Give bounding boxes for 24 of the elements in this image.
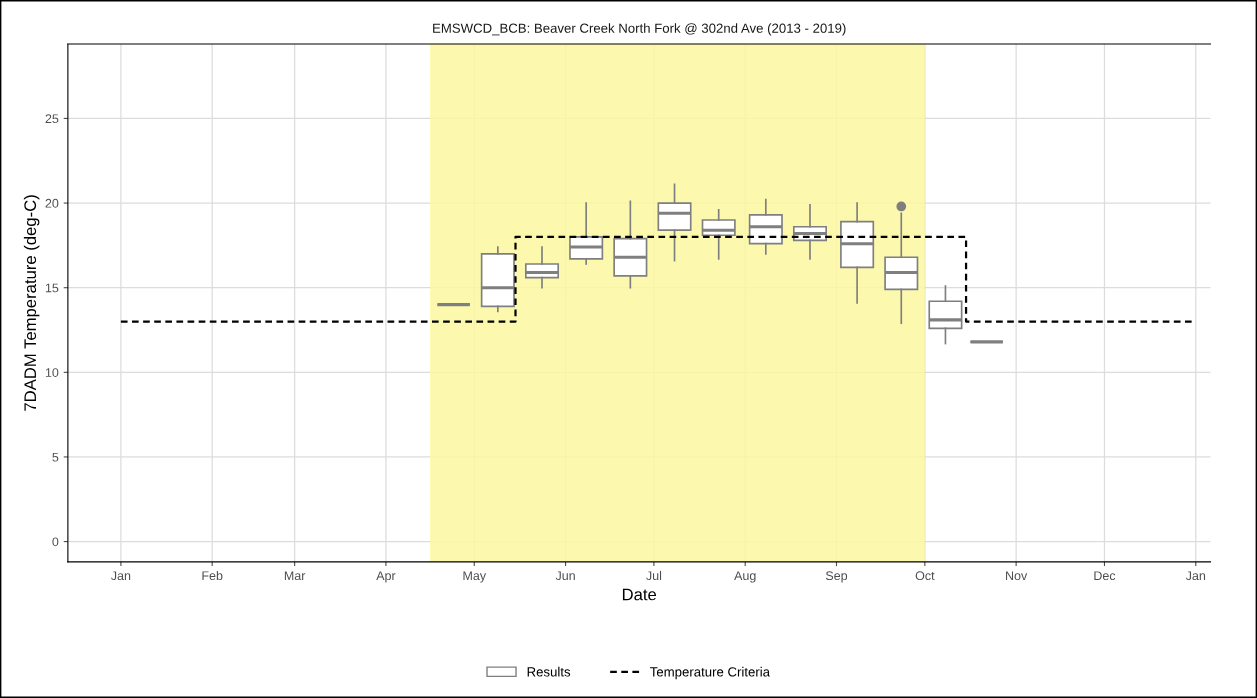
x-axis-title: Date	[622, 588, 657, 601]
legend-label: Results	[527, 666, 571, 677]
x-tick-label: Feb	[202, 570, 223, 581]
y-tick-label: 0	[52, 537, 59, 547]
x-tick-label: Jul	[646, 570, 662, 581]
y-tick-label: 15	[45, 283, 59, 293]
x-tick-label: Nov	[1006, 571, 1028, 581]
x-tick-label: Jan	[111, 571, 131, 581]
chart-title: EMSWCD_BCB: Beaver Creek North Fork @ 302nd Ave (2013 - 2019)	[433, 23, 846, 36]
x-tick-label: Sep	[825, 571, 848, 583]
x-tick-label: Aug	[734, 571, 756, 583]
y-tick-label: 20	[45, 198, 59, 208]
x-tick-label: Jun	[555, 571, 575, 581]
y-tick-label: 25	[45, 114, 59, 124]
x-tick-label: Apr	[376, 571, 396, 583]
x-tick-label: Oct	[915, 571, 935, 581]
x-tick-label: Mar	[284, 571, 306, 581]
x-tick-label: Jan	[1185, 571, 1206, 581]
y-tick-label: 5	[52, 452, 59, 462]
x-tick-label: May	[463, 571, 487, 583]
x-tick-label: Dec	[1094, 571, 1116, 581]
legend-label: Temperature Criteria	[650, 666, 770, 680]
y-axis-title: 7DADM Temperature (deg-C)	[23, 195, 40, 411]
y-tick-label: 10	[45, 368, 59, 377]
